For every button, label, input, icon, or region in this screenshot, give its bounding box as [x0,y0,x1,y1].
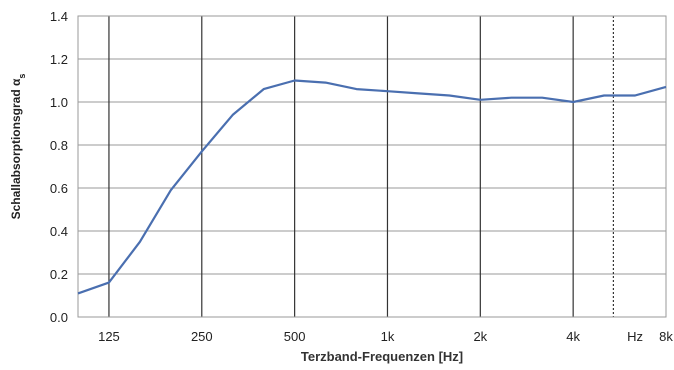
x-tick-label: 250 [191,329,213,344]
series-layer [77,79,667,295]
x-tick-label: 2k [473,329,487,344]
y-tick-label: 1.0 [50,95,68,110]
x-tick-label: 500 [284,329,306,344]
series-line [77,79,667,295]
y-tick-label: 1.2 [50,52,68,67]
y-tick-label: 1.4 [50,9,68,24]
x-tick-label: Hz [627,329,643,344]
y-axis-label: Schallabsorptionsgrad αs [9,74,27,220]
y-tick-label: 0.8 [50,138,68,153]
horizontal-gridlines [78,15,666,318]
x-axis-tick-labels: 125 250 500 1k 2k 4k Hz 8k [98,329,673,344]
y-tick-label: 0.6 [50,181,68,196]
x-axis-label: Terzband-Frequenzen [Hz] [301,349,463,364]
y-axis-label-main: Schallabsorptionsgrad α [9,78,23,219]
vertical-gridlines [108,16,614,317]
plot-area-frame [77,15,667,318]
x-tick-label: 4k [566,329,580,344]
y-axis-tick-labels: 0.0 0.2 0.4 0.6 0.8 1.0 1.2 1.4 [50,9,68,325]
x-tick-label: 125 [98,329,120,344]
y-tick-label: 0.2 [50,267,68,282]
y-tick-label: 0.4 [50,224,68,239]
y-axis-label-subscript: s [17,74,27,79]
x-tick-label: 1k [381,329,395,344]
x-tick-label: 8k [659,329,673,344]
y-tick-label: 0.0 [50,310,68,325]
